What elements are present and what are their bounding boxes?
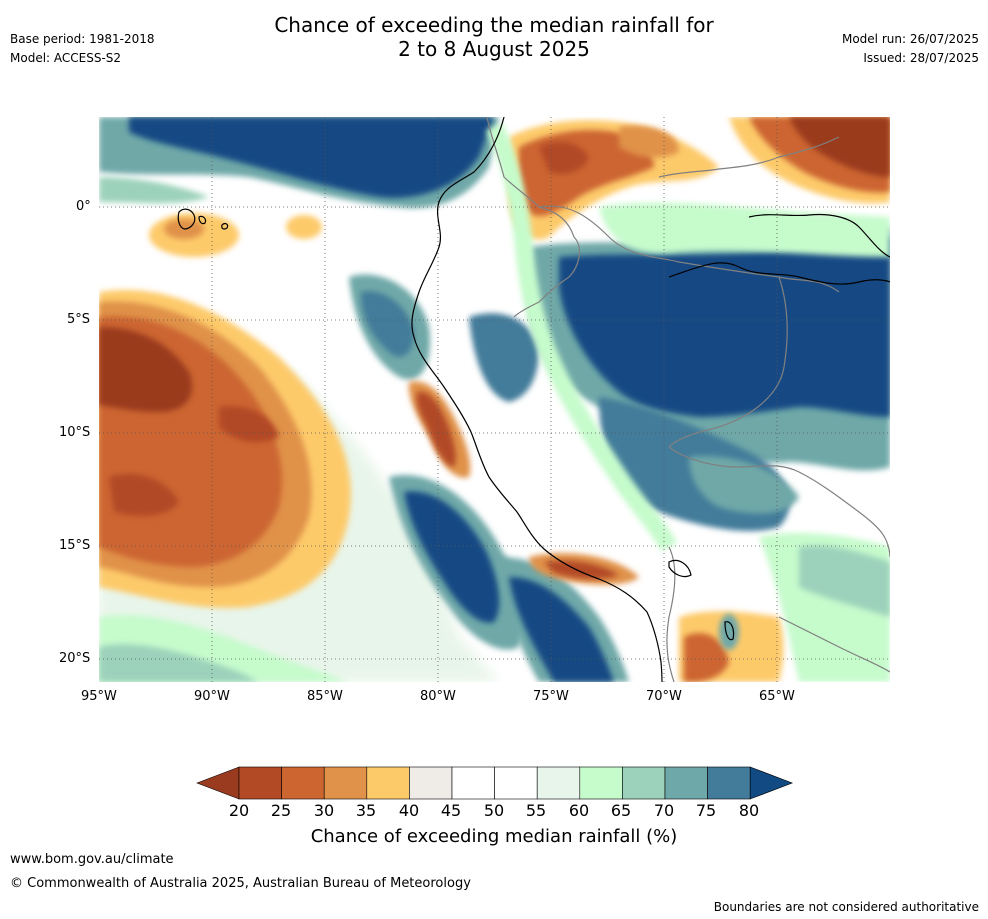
map-title: Chance of exceeding the median rainfall …: [0, 13, 988, 61]
colorbar-tick: 65: [610, 801, 632, 820]
colorbar-cell: [323, 766, 368, 800]
colorbar-cell: [664, 766, 708, 800]
colorbar-cell: [366, 766, 410, 800]
lon-label-95w: 95°W: [81, 689, 117, 704]
colorbar-tick: 70: [653, 801, 675, 820]
country-borders: [486, 117, 890, 682]
colorbar-tick: 30: [313, 801, 335, 820]
lat-label-15s: 15°S: [59, 538, 91, 553]
title-line-1: Chance of exceeding the median rainfall …: [274, 13, 714, 37]
issued-date: Issued: 28/07/2025: [863, 51, 979, 65]
copyright-notice: © Commonwealth of Australia 2025, Austra…: [10, 876, 471, 891]
colorbar-tick: 35: [355, 801, 377, 820]
colorbar-cell: [238, 766, 282, 800]
colorbar-tick: 40: [398, 801, 420, 820]
colorbar-cell: [622, 766, 666, 800]
lon-label-75w: 75°W: [533, 689, 569, 704]
colorbar-cell: [409, 766, 453, 800]
rainfall-map: [99, 117, 890, 682]
colorbar-extend-low: [196, 766, 240, 800]
lon-label-90w: 90°W: [194, 689, 230, 704]
lat-label-5s: 5°S: [67, 312, 91, 327]
lon-label-70w: 70°W: [646, 689, 682, 704]
colorbar-cell: [707, 766, 751, 800]
website-link[interactable]: www.bom.gov.au/climate: [10, 852, 174, 867]
colorbar-tick: 55: [525, 801, 547, 820]
lat-label-10s: 10°S: [59, 425, 91, 440]
colorbar-cell: [579, 766, 623, 800]
model-run: Model run: 26/07/2025: [841, 32, 979, 46]
colorbar-tick: 45: [440, 801, 462, 820]
lon-label-85w: 85°W: [307, 689, 343, 704]
colorbar-cell: [281, 766, 325, 800]
colorbar-label: Chance of exceeding median rainfall (%): [310, 826, 678, 847]
lon-label-80w: 80°W: [420, 689, 456, 704]
base-period: Base period: 1981-2018: [10, 32, 155, 46]
lat-label-20s: 20°S: [59, 651, 91, 666]
title-line-2: 2 to 8 August 2025: [398, 37, 590, 61]
colorbar-cell: [451, 766, 495, 800]
colorbar-tick: 80: [738, 801, 760, 820]
colorbar-tick: 50: [483, 801, 505, 820]
probability-field: [99, 117, 890, 682]
colorbar-tick: 25: [270, 801, 292, 820]
colorbar-tick: 60: [568, 801, 590, 820]
lat-label-0: 0°: [76, 199, 91, 214]
model-name: Model: ACCESS-S2: [10, 51, 122, 65]
colorbar-cell: [536, 766, 581, 800]
colorbar-cell: [494, 766, 538, 800]
colorbar-tick: 75: [695, 801, 717, 820]
lon-label-65w: 65°W: [759, 689, 795, 704]
colorbar-extend-high: [749, 766, 794, 800]
coastlines: [177, 117, 890, 682]
boundary-disclaimer: Boundaries are not considered authoritat…: [713, 900, 979, 914]
colorbar: [196, 766, 794, 800]
colorbar-tick: 20: [228, 801, 250, 820]
